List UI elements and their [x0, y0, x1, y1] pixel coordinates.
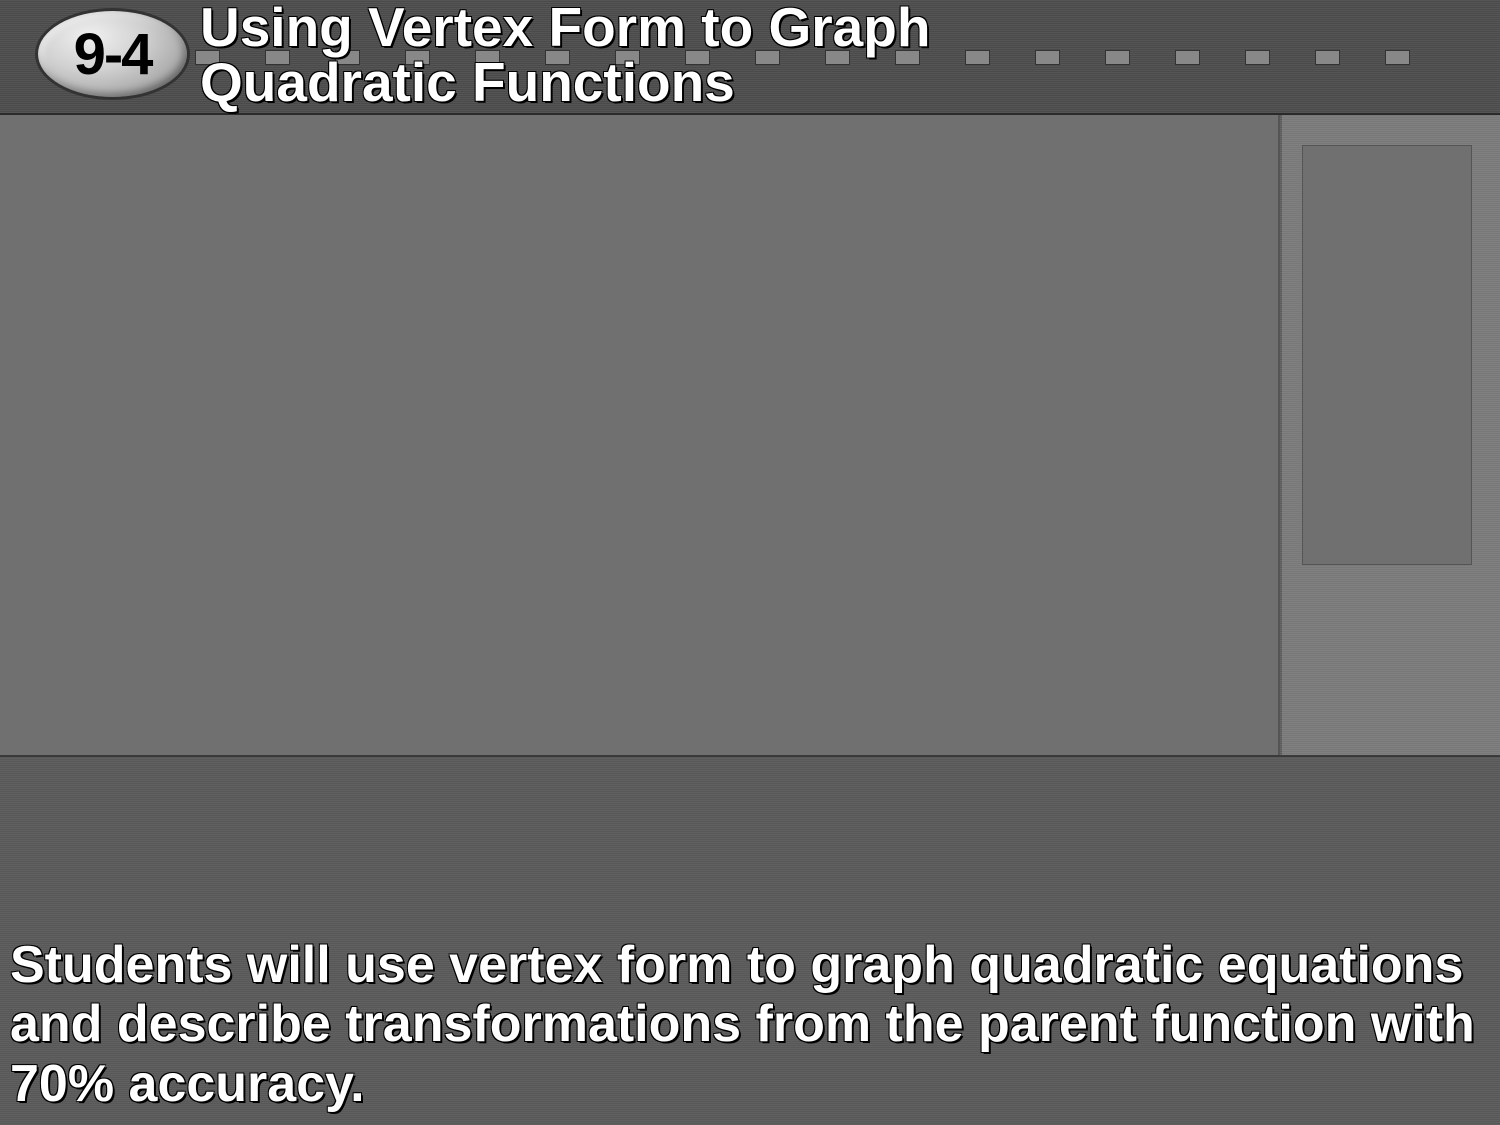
tick-mark	[1105, 50, 1130, 65]
learning-objective: Students will use vertex form to graph q…	[10, 936, 1490, 1115]
tick-mark	[1385, 50, 1410, 65]
header-bar: 9-4 Using Vertex Form to Graph Quadratic…	[0, 0, 1500, 115]
tick-mark	[1035, 50, 1060, 65]
title-line-2: Quadratic Functions	[200, 51, 735, 113]
tick-mark	[1175, 50, 1200, 65]
content-area	[0, 115, 1280, 755]
right-panel	[1282, 115, 1500, 755]
tick-mark	[1315, 50, 1340, 65]
lesson-number: 9-4	[74, 21, 152, 88]
lesson-number-badge: 9-4	[35, 8, 190, 100]
right-panel-inner	[1302, 145, 1472, 565]
title-line-1: Using Vertex Form to Graph	[200, 0, 930, 58]
tick-mark	[1245, 50, 1270, 65]
slide-title: Using Vertex Form to Graph Quadratic Fun…	[200, 0, 930, 110]
tick-mark	[965, 50, 990, 65]
